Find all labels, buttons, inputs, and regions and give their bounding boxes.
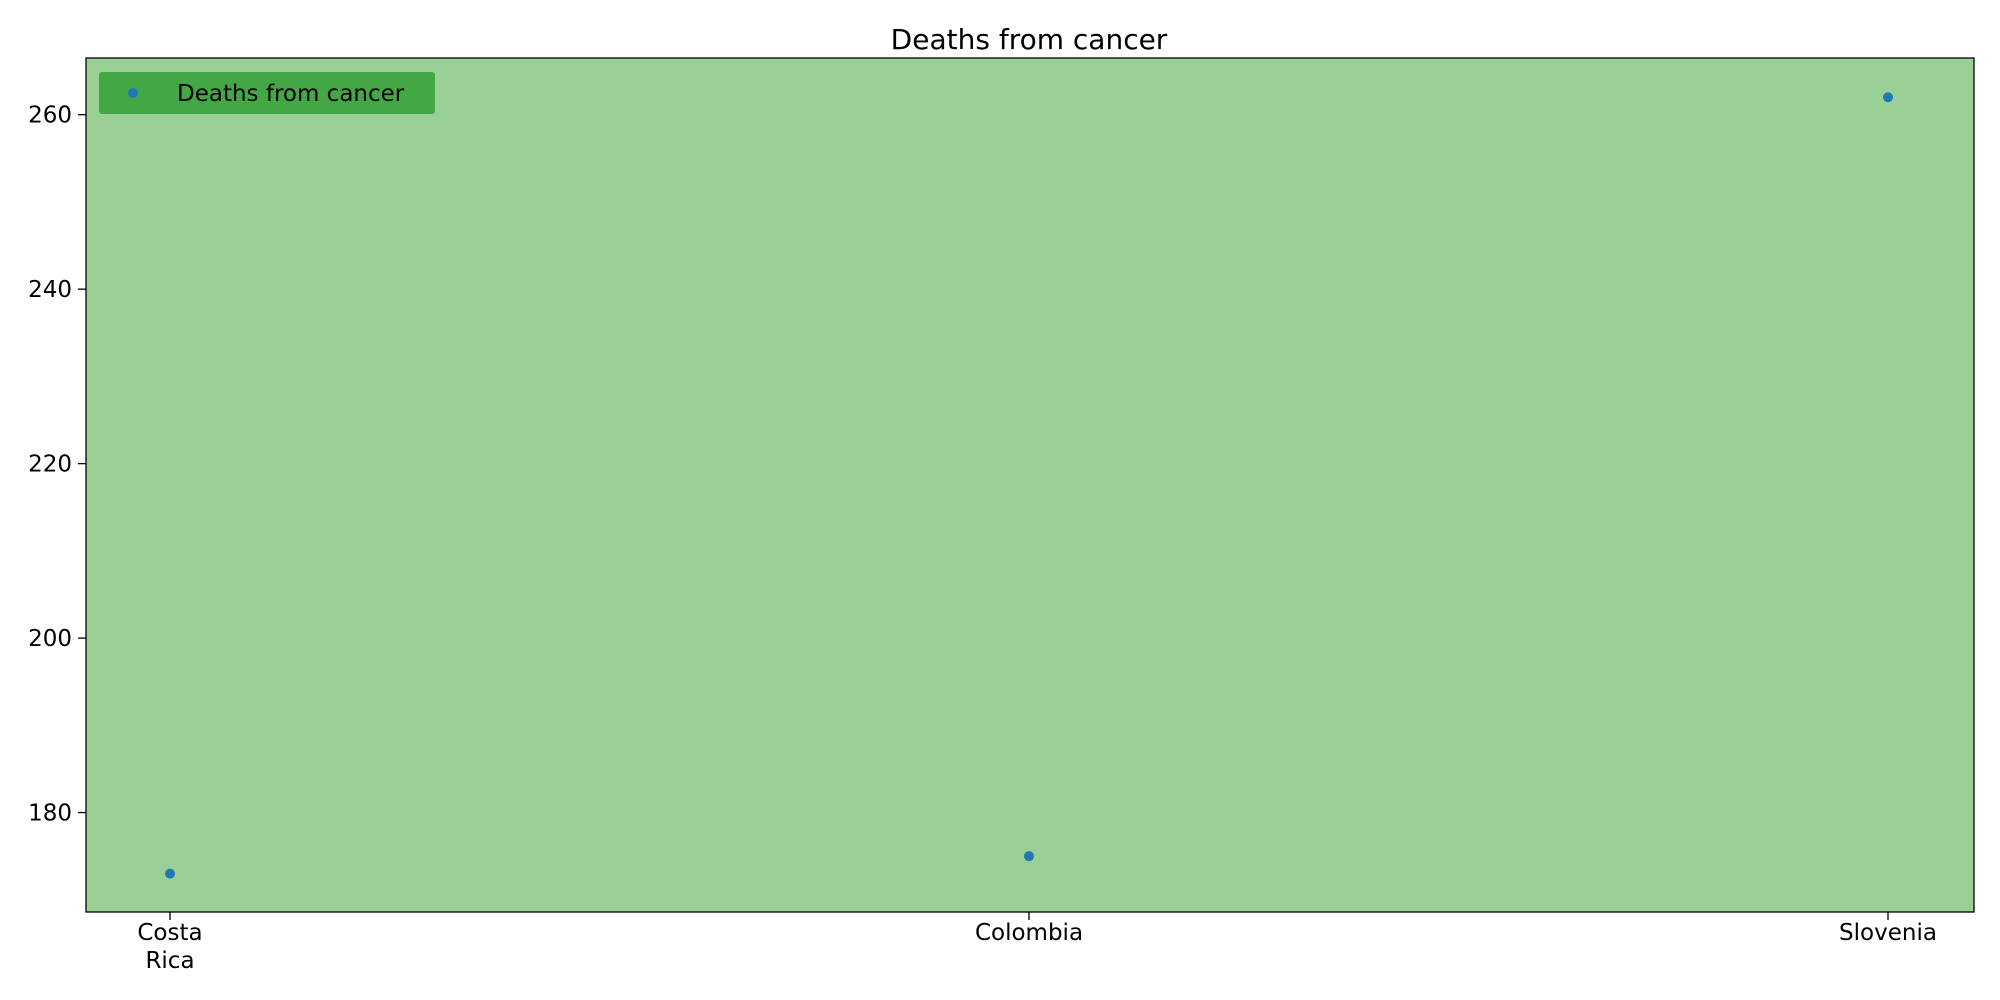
y-tick-label: 260: [28, 103, 72, 129]
legend: Deaths from cancer: [99, 72, 435, 114]
y-tick-label: 220: [28, 452, 72, 478]
legend-box: [99, 72, 435, 114]
x-tick-label: Slovenia: [1839, 920, 1937, 946]
legend-label: Deaths from cancer: [177, 81, 405, 107]
plot-area: [85, 57, 1975, 913]
legend-marker: [128, 88, 138, 98]
data-point: [1883, 92, 1893, 103]
chart-title: Deaths from cancer: [891, 23, 1168, 56]
scatter-series: [165, 92, 1893, 879]
y-tick-label: 180: [28, 801, 72, 827]
y-axis: 180 200 220 240 260: [28, 103, 86, 827]
x-axis: Costa Rica Colombia Slovenia: [137, 912, 1937, 974]
y-tick-label: 240: [28, 277, 72, 303]
data-point: [165, 868, 175, 879]
y-tick-label: 200: [28, 626, 72, 652]
x-tick-label: Colombia: [975, 920, 1083, 946]
data-point: [1024, 851, 1034, 862]
x-tick-label: Costa Rica: [137, 920, 202, 974]
